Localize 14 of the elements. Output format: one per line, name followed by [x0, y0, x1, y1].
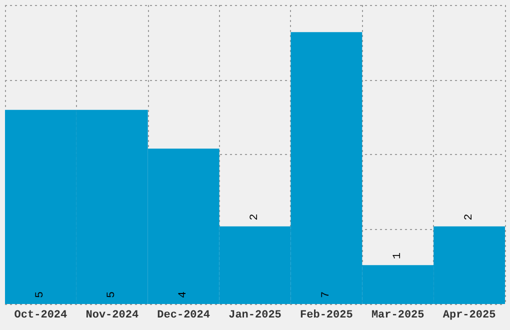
x-tick-label: Oct-2024: [14, 310, 68, 322]
data-label: 7: [320, 291, 332, 298]
data-label: 4: [178, 291, 190, 298]
data-label: 5: [34, 291, 47, 298]
x-tick-label: Nov-2024: [86, 310, 139, 322]
x-tick-label: Dec-2024: [157, 310, 210, 322]
data-label: 5: [106, 291, 118, 298]
data-label: 2: [249, 214, 261, 220]
data-label: 1: [392, 252, 404, 260]
data-label: 2: [463, 214, 476, 220]
x-tick-label: Apr-2025: [442, 310, 496, 322]
x-tick-label: Jan-2025: [228, 310, 282, 322]
x-tick-label: Mar-2025: [371, 310, 425, 322]
x-tick-label: Feb-2025: [300, 310, 354, 322]
